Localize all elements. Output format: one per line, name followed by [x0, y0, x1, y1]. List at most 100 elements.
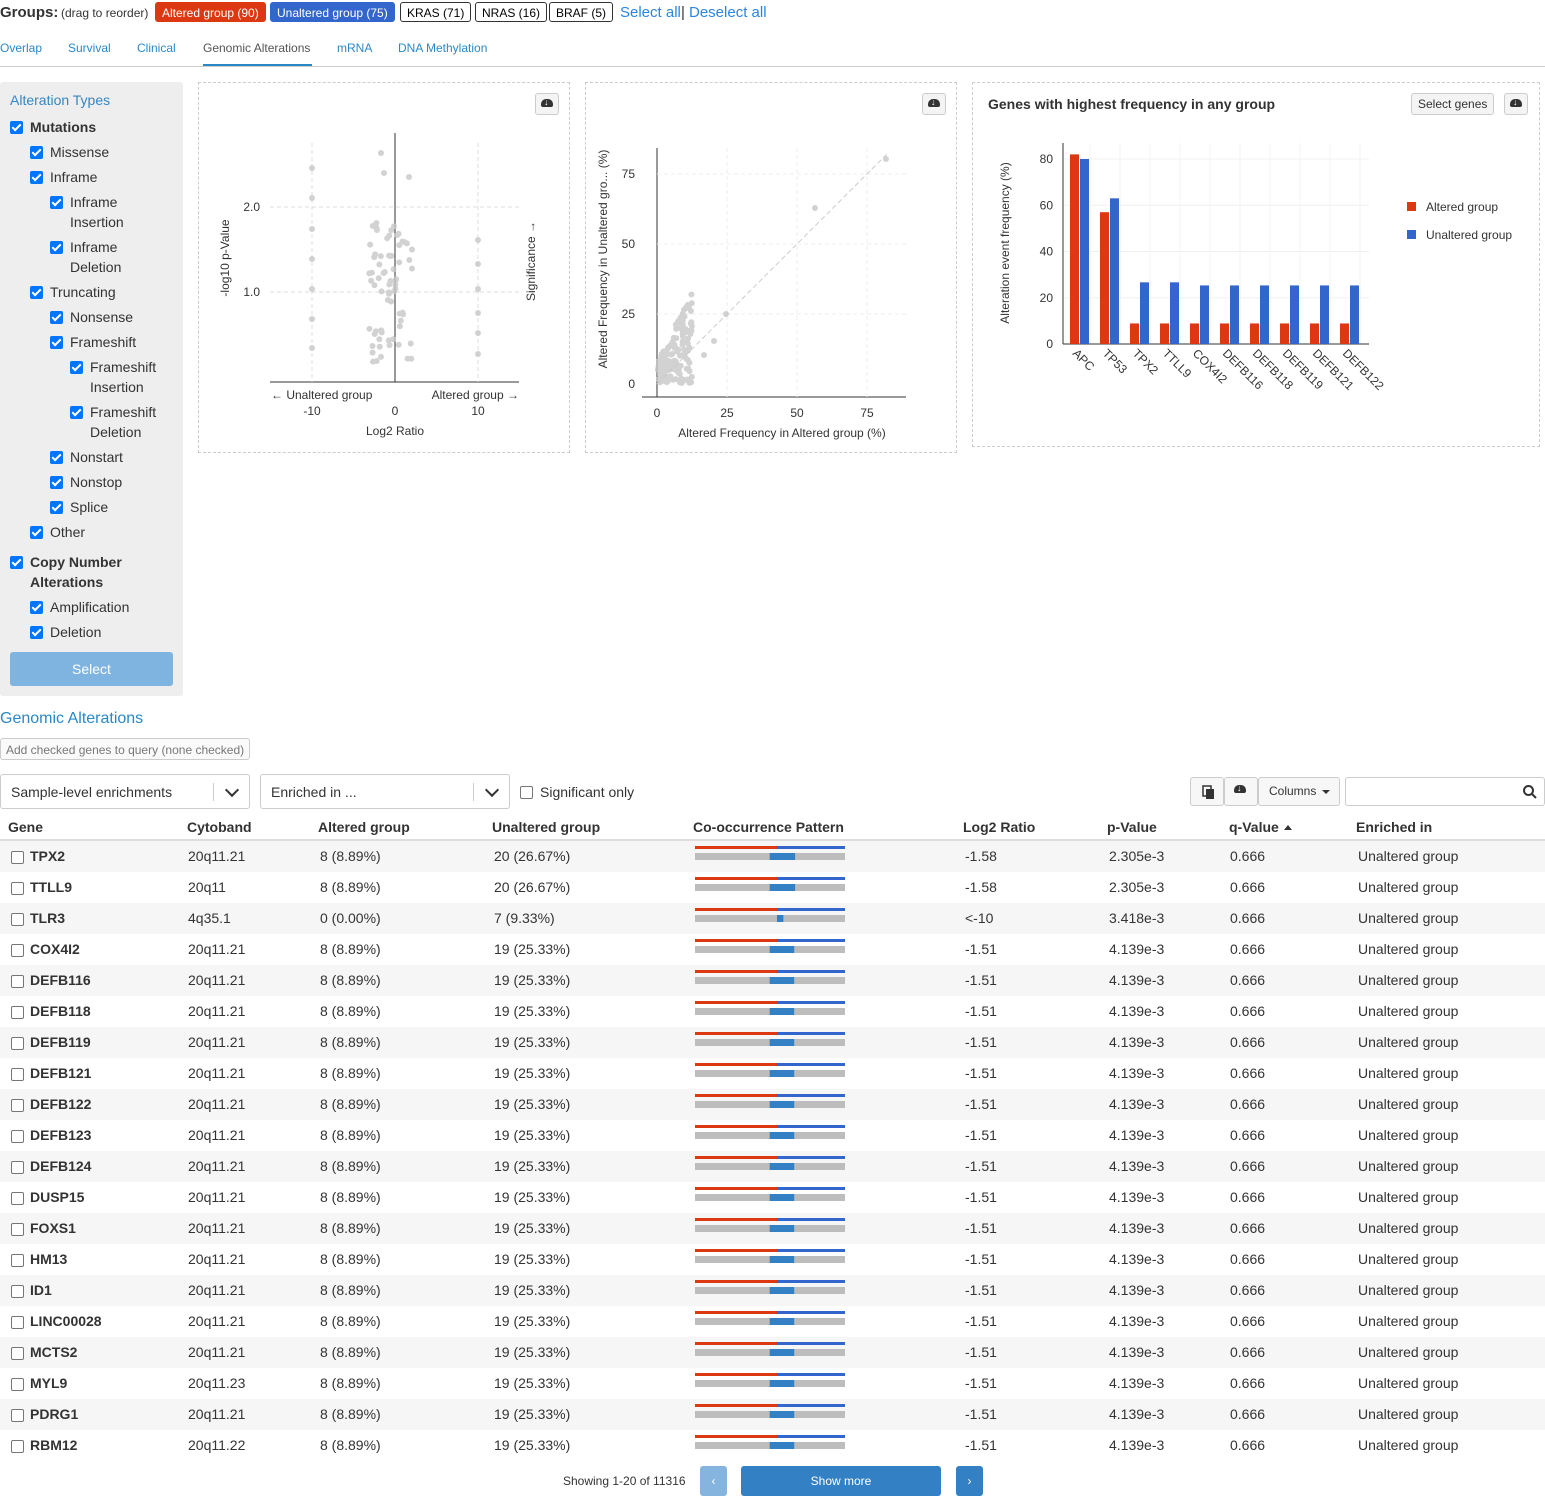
bar-altered-apc[interactable] [1070, 154, 1079, 344]
group-button-nras[interactable]: NRAS (16) [475, 2, 548, 22]
bar-unaltered-cox4i2[interactable] [1200, 285, 1209, 344]
bar-unaltered-tpx2[interactable] [1140, 282, 1149, 344]
checkbox-inframe[interactable] [30, 171, 43, 184]
columns-button[interactable]: Columns [1258, 777, 1340, 806]
checkbox-frameshift-deletion[interactable] [70, 406, 83, 419]
tab-overlap[interactable]: Overlap [0, 41, 43, 55]
prev-page-button[interactable]: ‹ [700, 1466, 727, 1496]
row-checkbox[interactable] [11, 1192, 24, 1205]
tab-dna-methylation[interactable]: DNA Methylation [398, 41, 488, 55]
row-checkbox[interactable] [11, 1130, 24, 1143]
header-log2-ratio[interactable]: Log2 Ratio [963, 819, 1036, 835]
header-gene[interactable]: Gene [8, 819, 44, 835]
download-icon[interactable] [922, 93, 946, 115]
checkbox-splice[interactable] [50, 501, 63, 514]
checkbox-nonstop[interactable] [50, 476, 63, 489]
row-checkbox[interactable] [11, 1099, 24, 1112]
header-p-value[interactable]: p-Value [1107, 819, 1157, 835]
group-button-kras[interactable]: KRAS (71) [400, 2, 472, 22]
columns-button-label: Columns [1269, 784, 1317, 798]
row-checkbox[interactable] [11, 1161, 24, 1174]
row-checkbox[interactable] [11, 1037, 24, 1050]
header-unaltered-group[interactable]: Unaltered group [492, 819, 601, 835]
checkbox-frameshift[interactable] [50, 336, 63, 349]
checkbox-amplification[interactable] [30, 601, 43, 614]
significant-only-checkbox[interactable] [520, 786, 533, 799]
bar-altered-defb119[interactable] [1280, 323, 1289, 344]
checkbox-frameshift-insertion[interactable] [70, 361, 83, 374]
tab-clinical[interactable]: Clinical [137, 41, 176, 55]
checkbox-other[interactable] [30, 526, 43, 539]
checkbox-truncating[interactable] [30, 286, 43, 299]
bar-unaltered-defb122[interactable] [1350, 285, 1359, 344]
row-checkbox[interactable] [11, 1440, 24, 1453]
row-checkbox[interactable] [11, 944, 24, 957]
group-button-altered[interactable]: Altered group (90) [155, 2, 266, 22]
bar-unaltered-defb119[interactable] [1290, 285, 1299, 344]
bar-altered-tp53[interactable] [1100, 212, 1109, 344]
checkbox-inframe-deletion[interactable] [50, 241, 63, 254]
header-cooccurrence[interactable]: Co-occurrence Pattern [693, 819, 844, 835]
bar-altered-defb118[interactable] [1250, 323, 1259, 344]
header-altered-group[interactable]: Altered group [318, 819, 410, 835]
checkbox-mutations[interactable] [10, 121, 23, 134]
row-checkbox[interactable] [11, 1347, 24, 1360]
select-genes-button[interactable]: Select genes [1411, 93, 1495, 115]
row-checkbox[interactable] [11, 1316, 24, 1329]
bar-unaltered-defb118[interactable] [1260, 285, 1269, 344]
checkbox-inframe-insertion[interactable] [50, 196, 63, 209]
bar-unaltered-defb121[interactable] [1320, 285, 1329, 344]
checkbox-copy-number[interactable] [10, 556, 23, 569]
row-checkbox[interactable] [11, 1254, 24, 1267]
group-button-braf[interactable]: BRAF (5) [549, 2, 614, 22]
bar-unaltered-defb116[interactable] [1230, 285, 1239, 344]
bar-altered-defb121[interactable] [1310, 323, 1319, 344]
row-checkbox[interactable] [11, 1223, 24, 1236]
bar-unaltered-tp53[interactable] [1110, 198, 1119, 344]
bar-altered-defb122[interactable] [1340, 323, 1349, 344]
scatter-point [671, 357, 678, 364]
row-checkbox[interactable] [11, 1068, 24, 1081]
header-q-value[interactable]: q-Value [1229, 819, 1292, 835]
row-checkbox[interactable] [11, 882, 24, 895]
checkbox-missense[interactable] [30, 146, 43, 159]
next-page-button[interactable]: › [956, 1466, 983, 1496]
enrichment-level-select[interactable]: Sample-level enrichments [0, 774, 250, 809]
download-table-button[interactable] [1224, 777, 1258, 806]
group-button-unaltered[interactable]: Unaltered group (75) [270, 2, 395, 22]
bar-altered-ttll9[interactable] [1160, 323, 1169, 344]
bar-altered-cox4i2[interactable] [1190, 323, 1199, 344]
download-icon[interactable] [1504, 93, 1528, 115]
tab-survival[interactable]: Survival [68, 41, 111, 55]
row-checkbox[interactable] [11, 975, 24, 988]
tab-mrna[interactable]: mRNA [337, 41, 373, 55]
bar-altered-defb116[interactable] [1220, 323, 1229, 344]
select-button[interactable]: Select [10, 652, 173, 686]
tab-genomic-alterations[interactable]: Genomic Alterations [203, 41, 311, 55]
row-checkbox[interactable] [11, 1378, 24, 1391]
checkbox-nonsense[interactable] [50, 311, 63, 324]
select-all-link[interactable]: Select all [620, 4, 681, 21]
cell-log2-ratio: -1.51 [965, 1406, 997, 1422]
checkbox-nonstart[interactable] [50, 451, 63, 464]
show-more-button[interactable]: Show more [741, 1466, 941, 1496]
deselect-all-link[interactable]: Deselect all [689, 4, 767, 21]
row-checkbox[interactable] [11, 913, 24, 926]
scatter-point [675, 363, 682, 370]
row-checkbox[interactable] [11, 1285, 24, 1298]
checkbox-deletion[interactable] [30, 626, 43, 639]
bar-unaltered-ttll9[interactable] [1170, 282, 1179, 344]
download-icon[interactable] [535, 93, 559, 115]
bar-altered-tpx2[interactable] [1130, 323, 1139, 344]
row-checkbox[interactable] [11, 1409, 24, 1422]
cell-cytoband: 20q11.21 [188, 1406, 246, 1422]
header-enriched-in[interactable]: Enriched in [1356, 819, 1433, 835]
row-checkbox[interactable] [11, 851, 24, 864]
copy-button[interactable] [1190, 777, 1224, 806]
header-cytoband[interactable]: Cytoband [187, 819, 252, 835]
add-to-query-button[interactable]: Add checked genes to query (none checked… [0, 738, 251, 760]
table-search-input[interactable] [1345, 777, 1545, 806]
enriched-in-select[interactable]: Enriched in ... [260, 774, 510, 809]
bar-unaltered-apc[interactable] [1080, 159, 1089, 344]
row-checkbox[interactable] [11, 1006, 24, 1019]
